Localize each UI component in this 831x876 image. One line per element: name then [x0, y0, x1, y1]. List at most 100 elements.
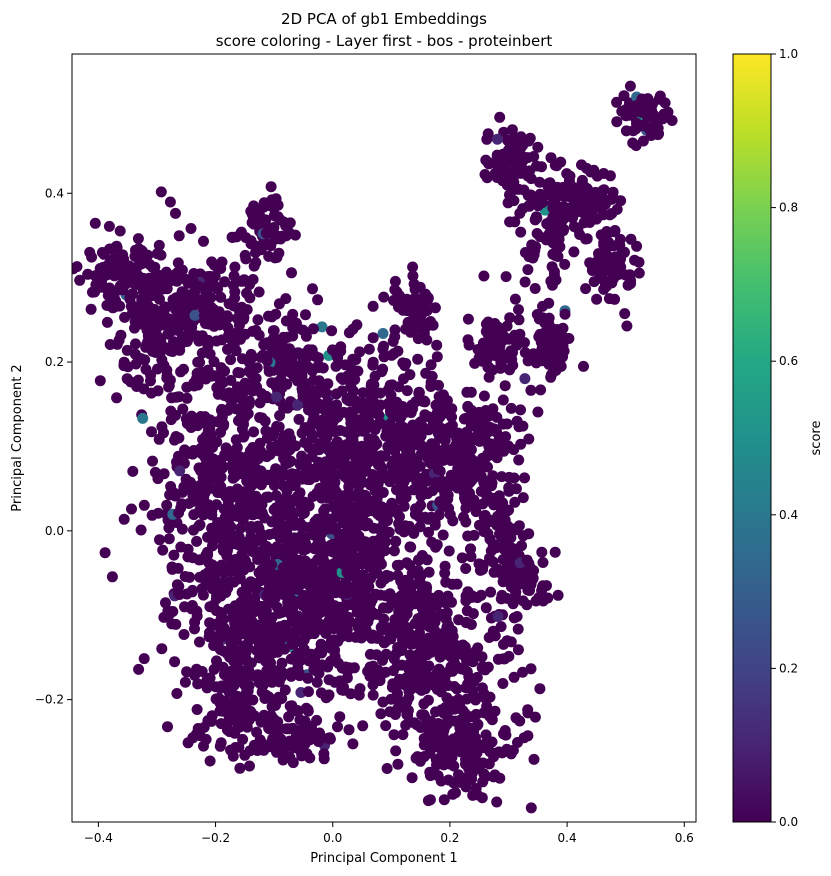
data-point	[152, 507, 164, 519]
data-point	[367, 564, 379, 576]
data-point	[484, 746, 496, 758]
data-point	[184, 483, 196, 495]
data-point	[385, 389, 397, 401]
data-point	[332, 721, 343, 733]
data-point	[353, 486, 365, 498]
data-point	[635, 98, 647, 110]
data-point	[170, 207, 181, 219]
data-point	[399, 360, 411, 372]
data-point	[359, 536, 371, 548]
data-point	[351, 397, 363, 409]
data-point	[332, 352, 344, 364]
data-point	[164, 196, 176, 208]
data-point	[212, 517, 224, 529]
data-point	[297, 646, 309, 657]
data-point	[432, 632, 444, 644]
data-point	[508, 472, 520, 484]
data-point	[89, 217, 101, 229]
data-point	[293, 413, 305, 425]
data-point	[281, 378, 293, 390]
data-point	[260, 227, 272, 239]
data-point	[517, 666, 529, 678]
data-point	[321, 579, 333, 591]
data-point	[367, 359, 379, 371]
data-point	[349, 427, 361, 439]
data-point	[240, 232, 252, 244]
data-point	[292, 399, 304, 411]
data-point	[494, 772, 506, 784]
data-point	[357, 387, 369, 399]
x-axis-label: Principal Component 1	[310, 851, 457, 866]
data-point	[544, 216, 555, 228]
data-point	[284, 227, 295, 239]
data-point	[82, 268, 94, 280]
data-point	[418, 751, 430, 762]
data-point	[478, 390, 490, 402]
data-point	[397, 467, 409, 479]
data-point	[386, 349, 398, 361]
data-point	[600, 280, 611, 292]
data-point	[307, 323, 319, 335]
data-point	[138, 653, 150, 665]
data-point	[524, 132, 536, 144]
data-point	[532, 406, 544, 418]
data-point	[248, 200, 260, 212]
data-point	[281, 570, 293, 582]
data-point	[423, 566, 435, 578]
data-point	[131, 274, 143, 286]
data-point	[497, 335, 509, 346]
data-point	[401, 305, 413, 317]
data-point	[160, 597, 171, 609]
data-point	[442, 489, 454, 501]
data-point	[314, 401, 326, 413]
data-point	[215, 291, 227, 303]
data-point	[470, 506, 482, 518]
data-point	[374, 459, 386, 471]
data-point	[375, 670, 387, 681]
data-point	[272, 334, 284, 346]
data-point	[494, 111, 506, 123]
data-point	[436, 749, 448, 761]
data-point	[375, 417, 386, 429]
data-point	[534, 328, 546, 340]
data-point	[164, 608, 176, 620]
data-point	[183, 498, 195, 509]
data-point	[327, 546, 339, 558]
data-point	[223, 502, 235, 514]
data-point	[384, 426, 396, 438]
data-point	[248, 426, 260, 438]
data-point	[391, 625, 403, 637]
data-point	[534, 188, 546, 200]
data-point	[477, 355, 489, 367]
data-point	[296, 383, 308, 395]
data-point	[162, 721, 173, 733]
data-point	[188, 509, 200, 521]
data-point	[114, 280, 126, 292]
data-point	[381, 763, 393, 774]
data-point	[161, 499, 173, 511]
data-point	[192, 379, 204, 391]
data-point	[161, 369, 173, 381]
data-point	[611, 203, 623, 215]
data-point	[229, 742, 241, 753]
data-point	[351, 595, 363, 607]
data-point	[295, 360, 307, 372]
data-point	[417, 445, 428, 457]
data-point	[169, 656, 181, 668]
data-point	[519, 472, 530, 484]
data-point	[477, 661, 489, 673]
data-point	[413, 664, 425, 676]
data-point	[476, 682, 488, 694]
data-point	[279, 430, 290, 442]
data-point	[384, 588, 396, 600]
data-point	[557, 190, 569, 202]
data-point	[328, 617, 340, 629]
data-point	[143, 272, 155, 284]
data-point	[140, 363, 152, 375]
data-point	[244, 540, 256, 552]
data-point	[591, 195, 602, 207]
data-point	[114, 225, 126, 237]
data-point	[295, 541, 307, 553]
data-point	[465, 543, 476, 555]
data-point	[641, 111, 653, 123]
